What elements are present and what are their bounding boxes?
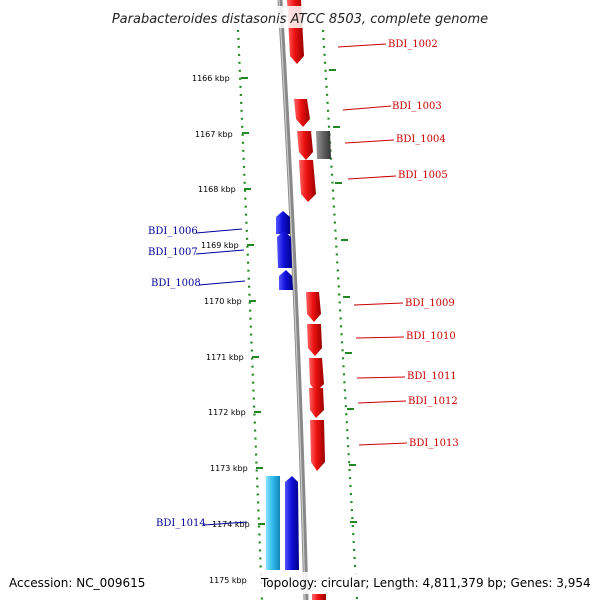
tick-label: 1166 kbp xyxy=(192,74,230,83)
accession-text: Accession: NC_009615 xyxy=(9,576,145,590)
inner-dotted-track xyxy=(236,29,264,600)
gene-label[interactable]: BDI_1002 xyxy=(388,39,438,50)
gene-label[interactable]: BDI_1009 xyxy=(405,298,455,309)
gene-arrow-rna[interactable] xyxy=(266,476,280,570)
genome-backbone-highlight xyxy=(278,0,306,600)
tick-label: 1170 kbp xyxy=(204,297,242,306)
gene-arrow-bdi-1006[interactable] xyxy=(276,211,290,234)
gene-arrow-bdi-1014[interactable] xyxy=(285,476,299,570)
gene-arrow-bdi-1011[interactable] xyxy=(309,358,324,392)
tick-label: 1168 kbp xyxy=(198,185,236,194)
reverse-strand-genes xyxy=(266,211,299,570)
forward-strand-genes xyxy=(287,0,331,600)
axis-tick-labels: 1166 kbp 1167 kbp 1168 kbp 1169 kbp 1170… xyxy=(192,74,250,585)
gene-label[interactable]: BDI_1007 xyxy=(148,247,198,258)
outer-dotted-track xyxy=(321,29,359,600)
gene-arrow-bdi-1005b[interactable] xyxy=(299,160,316,202)
genome-backbone xyxy=(277,0,309,600)
inner-tick-marks xyxy=(241,77,265,525)
gene-arrow-bdi-1013[interactable] xyxy=(310,420,325,471)
label-leaders xyxy=(195,43,408,526)
gene-arrow-bdi-1012[interactable] xyxy=(309,388,324,418)
gene-arrow-bdi-1007[interactable] xyxy=(277,231,292,268)
gene-arrow-offscreen[interactable] xyxy=(312,594,326,600)
gene-labels: BDI_1002 BDI_1003 BDI_1004 BDI_1005 BDI_… xyxy=(148,39,459,529)
gene-label[interactable]: BDI_1004 xyxy=(396,134,446,145)
map-title: Parabacteroides distasonis ATCC 8503, co… xyxy=(112,12,488,27)
gene-label[interactable]: BDI_1006 xyxy=(148,226,198,237)
tick-label: 1175 kbp xyxy=(209,576,247,585)
tick-label: 1172 kbp xyxy=(208,408,246,417)
outer-tick-marks xyxy=(329,69,357,523)
gene-arrow-bdi-1009[interactable] xyxy=(306,292,321,322)
tick-label: 1169 kbp xyxy=(201,241,239,250)
title-backdrop xyxy=(100,6,502,28)
gene-arrow-bdi-1003[interactable] xyxy=(294,99,310,127)
gene-label[interactable]: BDI_1005 xyxy=(398,170,448,181)
gene-label[interactable]: BDI_1003 xyxy=(392,101,442,112)
gene-arrow-bdi-1005[interactable] xyxy=(297,131,313,160)
topology-text: Topology: circular; Length: 4,811,379 bp… xyxy=(260,576,591,590)
gene-arrow-bdi-1010[interactable] xyxy=(307,324,322,356)
gene-label[interactable]: BDI_1010 xyxy=(406,331,456,342)
tick-label: 1167 kbp xyxy=(195,130,233,139)
gene-label[interactable]: BDI_1011 xyxy=(407,371,457,382)
tick-label: 1171 kbp xyxy=(206,353,244,362)
footer-backdrop xyxy=(255,572,595,594)
gene-label[interactable]: BDI_1008 xyxy=(151,278,201,289)
gene-label[interactable]: BDI_1014 xyxy=(156,518,206,529)
gene-arrow-bdi-1008[interactable] xyxy=(279,270,293,290)
gene-label[interactable]: BDI_1013 xyxy=(409,438,459,449)
gene-label[interactable]: BDI_1012 xyxy=(408,396,458,407)
tick-label: 1173 kbp xyxy=(210,464,248,473)
gene-arrow-bdi-1004[interactable] xyxy=(316,131,331,159)
tick-label: 1174 kbp xyxy=(212,520,250,529)
